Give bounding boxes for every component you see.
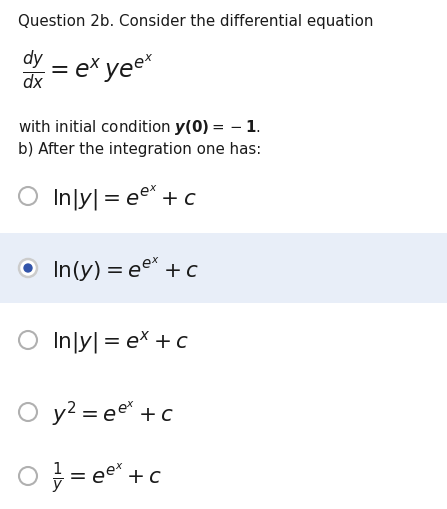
Text: $\mathrm{ln}(y) = e^{e^x} + c$: $\mathrm{ln}(y) = e^{e^x} + c$ (52, 256, 199, 284)
Text: $y^2 = e^{e^x} + c$: $y^2 = e^{e^x} + c$ (52, 400, 174, 428)
Text: $\mathrm{ln}|y| = e^{e^x} + c$: $\mathrm{ln}|y| = e^{e^x} + c$ (52, 183, 197, 213)
Circle shape (19, 403, 37, 421)
Text: $\frac{1}{y} = e^{e^x} + c$: $\frac{1}{y} = e^{e^x} + c$ (52, 461, 162, 496)
Circle shape (19, 259, 37, 277)
Circle shape (19, 187, 37, 205)
Circle shape (23, 263, 33, 273)
Text: with initial condition $\boldsymbol{y}\mathbf{(0)} = -\mathbf{1}.$: with initial condition $\boldsymbol{y}\m… (18, 118, 261, 137)
Text: $\frac{dy}{dx} = e^x\!\ ye^{e^x}$: $\frac{dy}{dx} = e^x\!\ ye^{e^x}$ (22, 48, 154, 91)
Text: Question 2b. Consider the differential equation: Question 2b. Consider the differential e… (18, 14, 374, 29)
Circle shape (19, 331, 37, 349)
Circle shape (19, 467, 37, 485)
Bar (0, 233, 447, 303)
Text: b) After the integration one has:: b) After the integration one has: (18, 142, 261, 157)
Text: $\mathrm{ln}|y| = e^x + c$: $\mathrm{ln}|y| = e^x + c$ (52, 328, 189, 355)
